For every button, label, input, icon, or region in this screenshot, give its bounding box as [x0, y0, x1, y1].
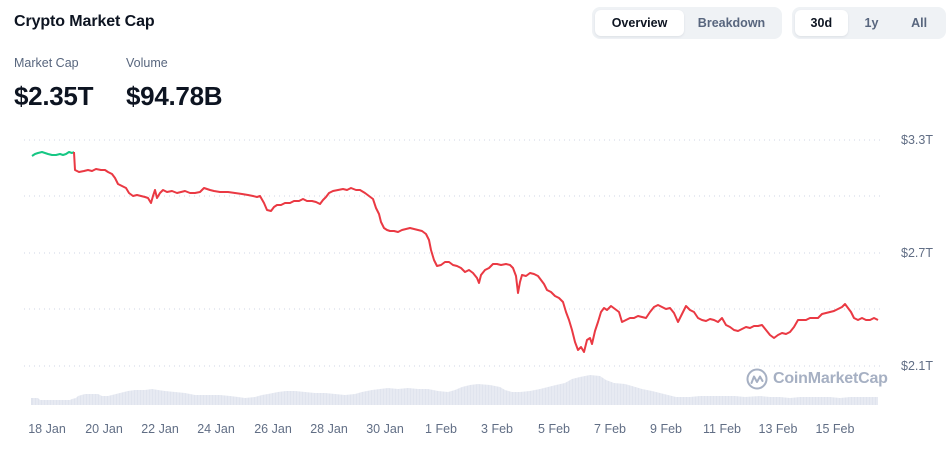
x-tick-label: 24 Jan: [197, 422, 235, 436]
x-tick-label: 11 Feb: [703, 422, 741, 436]
x-tick-label: 22 Jan: [141, 422, 179, 436]
range-all-button[interactable]: All: [911, 16, 928, 30]
page-title: Crypto Market Cap: [14, 13, 155, 30]
tab-overview[interactable]: Overview: [595, 10, 684, 36]
x-tick-label: 28 Jan: [310, 422, 348, 436]
coinmarketcap-watermark: CoinMarketCap: [746, 368, 888, 390]
x-tick-label: 15 Feb: [815, 422, 855, 436]
volume-area: [31, 375, 878, 405]
coinmarketcap-logo-icon: [746, 368, 768, 390]
market-cap-stat: Market Cap $2.35T: [14, 56, 93, 112]
market-cap-line-down: [73, 151, 879, 353]
y-tick-label: $3.3T: [901, 133, 933, 147]
view-toggle: Overview Breakdown: [592, 7, 782, 39]
market-cap-value: $2.35T: [14, 81, 94, 111]
market-cap-line-up: [31, 151, 75, 157]
x-tick-label: 13 Feb: [758, 422, 798, 436]
range-toggle: 30d 1y All: [792, 7, 946, 39]
range-1y-button[interactable]: 1y: [864, 16, 879, 30]
range-30d-button[interactable]: 30d: [795, 10, 848, 36]
y-tick-label: $2.7T: [901, 246, 933, 260]
volume-label: Volume: [126, 56, 168, 70]
x-tick-label: 18 Jan: [28, 422, 66, 436]
gridlines: [24, 139, 882, 367]
watermark-text: CoinMarketCap: [773, 370, 888, 387]
x-tick-label: 3 Feb: [481, 422, 513, 436]
x-tick-label: 5 Feb: [538, 422, 570, 436]
x-tick-label: 1 Feb: [425, 422, 457, 436]
volume-stat: Volume $94.78B: [126, 56, 223, 112]
x-tick-label: 9 Feb: [650, 422, 682, 436]
x-tick-label: 30 Jan: [366, 422, 404, 436]
x-tick-label: 20 Jan: [85, 422, 123, 436]
tab-breakdown[interactable]: Breakdown: [697, 16, 766, 30]
x-tick-label: 7 Feb: [594, 422, 626, 436]
y-tick-label: $2.1T: [901, 359, 933, 373]
volume-bars: [33, 374, 878, 405]
market-cap-label: Market Cap: [14, 56, 79, 70]
volume-value: $94.78B: [126, 81, 223, 111]
x-tick-label: 26 Jan: [254, 422, 292, 436]
